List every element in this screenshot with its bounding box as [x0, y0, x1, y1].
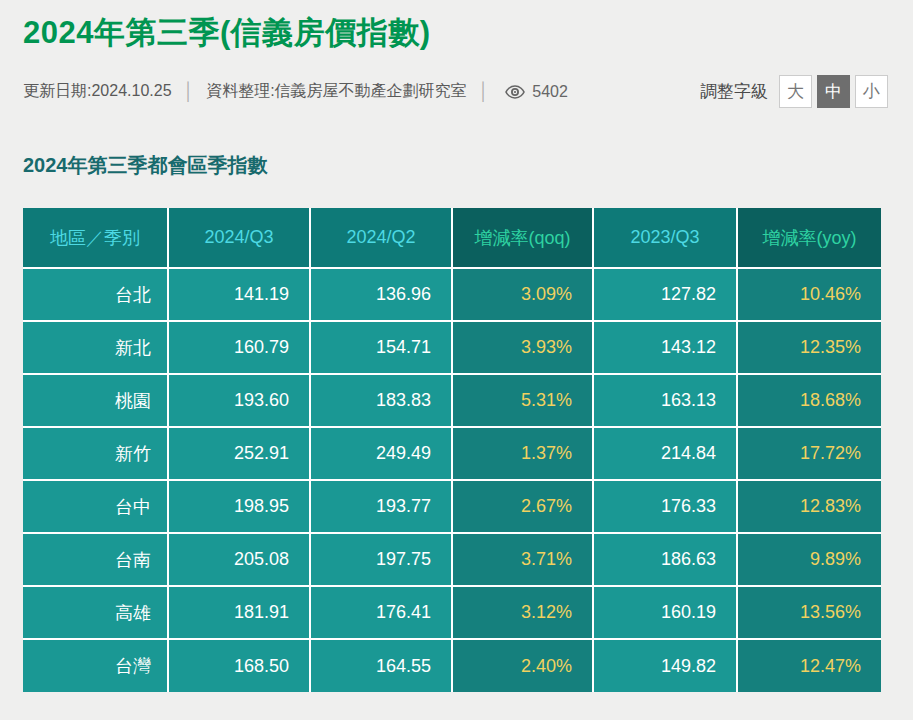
- qoq-cell: 3.12%: [452, 586, 593, 639]
- yoy-cell: 18.68%: [737, 374, 881, 427]
- qoq-cell: 3.93%: [452, 321, 593, 374]
- value-cell: 197.75: [310, 533, 452, 586]
- table-row: 台中 198.95 193.77 2.67% 176.33 12.83%: [23, 480, 881, 533]
- column-header-2023q3: 2023/Q3: [593, 208, 737, 268]
- qoq-cell: 3.09%: [452, 268, 593, 321]
- meta-row: 更新日期:2024.10.25 │ 資料整理:信義房屋不動產企劃研究室 │ 54…: [23, 75, 888, 108]
- section-title: 2024年第三季都會區季指數: [23, 152, 888, 179]
- value-cell: 193.60: [168, 374, 310, 427]
- value-cell: 193.77: [310, 480, 452, 533]
- value-cell: 249.49: [310, 427, 452, 480]
- region-cell: 台中: [23, 480, 168, 533]
- value-cell: 181.91: [168, 586, 310, 639]
- table-row: 台南 205.08 197.75 3.71% 186.63 9.89%: [23, 533, 881, 586]
- column-header-2024q3: 2024/Q3: [168, 208, 310, 268]
- value-cell: 136.96: [310, 268, 452, 321]
- font-size-large-button[interactable]: 大: [779, 75, 812, 108]
- yoy-cell: 12.47%: [737, 639, 881, 692]
- value-cell: 160.79: [168, 321, 310, 374]
- page: { "header": { "title": "2024年第三季(信義房價指數)…: [0, 0, 913, 720]
- column-header-region: 地區／季別: [23, 208, 168, 268]
- table-row: 台北 141.19 136.96 3.09% 127.82 10.46%: [23, 268, 881, 321]
- value-cell: 154.71: [310, 321, 452, 374]
- font-size-small-button[interactable]: 小: [855, 75, 888, 108]
- value-cell: 168.50: [168, 639, 310, 692]
- value-cell: 214.84: [593, 427, 737, 480]
- value-cell: 141.19: [168, 268, 310, 321]
- value-cell: 127.82: [593, 268, 737, 321]
- yoy-cell: 10.46%: [737, 268, 881, 321]
- quarterly-index-table: 地區／季別 2024/Q3 2024/Q2 增減率(qoq) 2023/Q3 增…: [23, 208, 881, 692]
- table-row: 新北 160.79 154.71 3.93% 143.12 12.35%: [23, 321, 881, 374]
- yoy-cell: 13.56%: [737, 586, 881, 639]
- region-cell: 台北: [23, 268, 168, 321]
- value-cell: 176.41: [310, 586, 452, 639]
- value-cell: 163.13: [593, 374, 737, 427]
- column-header-qoq: 增減率(qoq): [452, 208, 593, 268]
- meta-info: 更新日期:2024.10.25 │ 資料整理:信義房屋不動產企劃研究室 │ 54…: [23, 81, 568, 102]
- region-cell: 台南: [23, 533, 168, 586]
- data-source: 資料整理:信義房屋不動產企劃研究室: [206, 81, 466, 102]
- value-cell: 164.55: [310, 639, 452, 692]
- table-row: 桃園 193.60 183.83 5.31% 163.13 18.68%: [23, 374, 881, 427]
- value-cell: 149.82: [593, 639, 737, 692]
- view-counter: 5402: [505, 83, 568, 101]
- qoq-cell: 1.37%: [452, 427, 593, 480]
- qoq-cell: 5.31%: [452, 374, 593, 427]
- value-cell: 143.12: [593, 321, 737, 374]
- separator: │: [477, 82, 492, 102]
- value-cell: 160.19: [593, 586, 737, 639]
- qoq-cell: 2.67%: [452, 480, 593, 533]
- value-cell: 205.08: [168, 533, 310, 586]
- value-cell: 186.63: [593, 533, 737, 586]
- yoy-cell: 12.83%: [737, 480, 881, 533]
- region-cell: 桃園: [23, 374, 168, 427]
- yoy-cell: 17.72%: [737, 427, 881, 480]
- value-cell: 198.95: [168, 480, 310, 533]
- view-count: 5402: [532, 83, 568, 101]
- table-row: 台灣 168.50 164.55 2.40% 149.82 12.47%: [23, 639, 881, 692]
- yoy-cell: 9.89%: [737, 533, 881, 586]
- region-cell: 台灣: [23, 639, 168, 692]
- font-size-label: 調整字級: [700, 80, 768, 103]
- region-cell: 新竹: [23, 427, 168, 480]
- separator: │: [182, 82, 197, 102]
- table-header-row: 地區／季別 2024/Q3 2024/Q2 增減率(qoq) 2023/Q3 增…: [23, 208, 881, 268]
- update-date: 更新日期:2024.10.25: [23, 81, 172, 102]
- page-title: 2024年第三季(信義房價指數): [23, 14, 888, 51]
- value-cell: 252.91: [168, 427, 310, 480]
- qoq-cell: 3.71%: [452, 533, 593, 586]
- yoy-cell: 12.35%: [737, 321, 881, 374]
- eye-icon: [505, 85, 525, 99]
- column-header-2024q2: 2024/Q2: [310, 208, 452, 268]
- font-size-control: 調整字級 大 中 小: [700, 75, 888, 108]
- table-row: 新竹 252.91 249.49 1.37% 214.84 17.72%: [23, 427, 881, 480]
- region-cell: 高雄: [23, 586, 168, 639]
- font-size-medium-button[interactable]: 中: [817, 75, 850, 108]
- table-row: 高雄 181.91 176.41 3.12% 160.19 13.56%: [23, 586, 881, 639]
- value-cell: 183.83: [310, 374, 452, 427]
- qoq-cell: 2.40%: [452, 639, 593, 692]
- column-header-yoy: 增減率(yoy): [737, 208, 881, 268]
- content-area: 2024年第三季(信義房價指數) 更新日期:2024.10.25 │ 資料整理:…: [0, 0, 913, 692]
- value-cell: 176.33: [593, 480, 737, 533]
- region-cell: 新北: [23, 321, 168, 374]
